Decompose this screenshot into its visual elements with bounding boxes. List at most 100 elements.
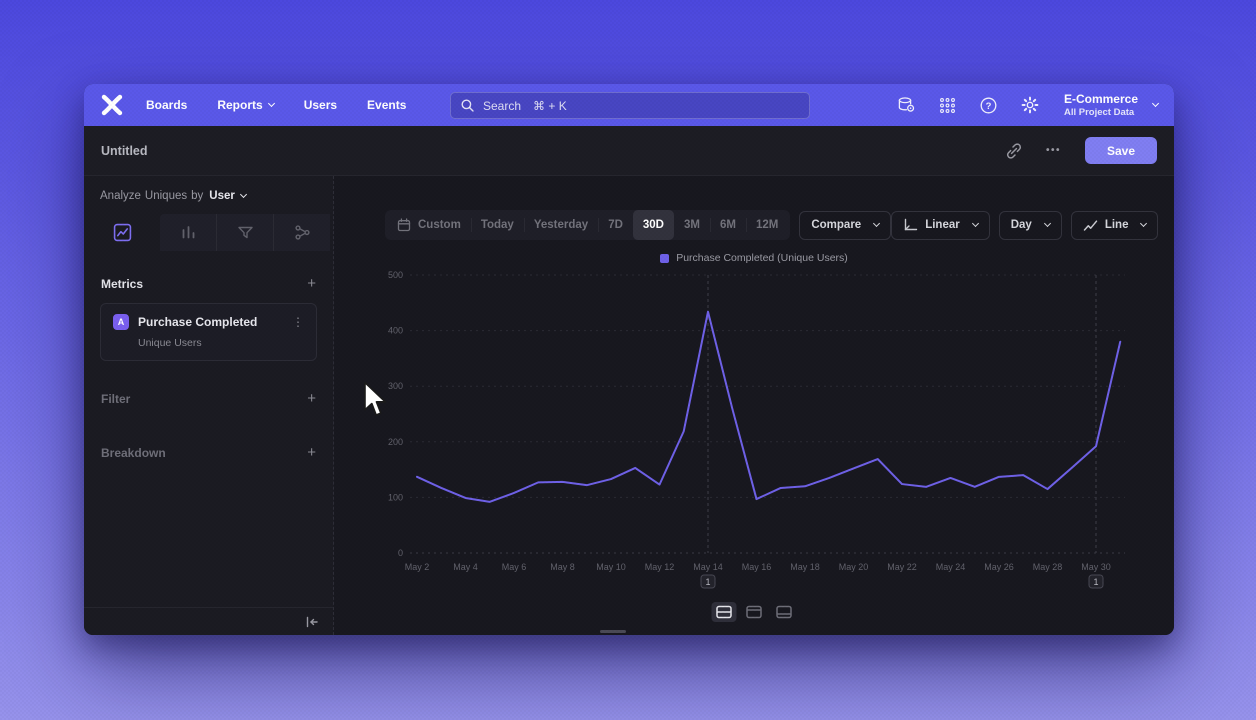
metric-subtitle: Unique Users [138,337,202,349]
metric-menu-button[interactable]: ⋮ [292,315,304,329]
interval-label: Day [1010,219,1032,231]
share-link-button[interactable] [1006,142,1022,159]
analyze-value-label: User [209,190,235,202]
nav-item-users[interactable]: Users [304,98,337,112]
search-input[interactable]: Search ⌘ + K [450,92,810,119]
settings-gear-icon[interactable] [1019,94,1041,116]
search-icon [461,99,474,112]
metric-card-top: A Purchase Completed ⋮ [113,314,304,330]
add-breakdown-button[interactable]: + [307,444,316,461]
scale-label: Linear [925,219,960,231]
more-options-button[interactable]: ••• [1045,145,1061,156]
tab-insights[interactable] [84,214,160,251]
apps-grid-icon[interactable] [937,94,959,116]
annotation-badge[interactable] [700,574,716,589]
tab-flows[interactable] [273,214,330,251]
range-6m-label: 6M [719,219,736,231]
title-bar: Untitled ••• Save [84,126,1174,176]
metric-card-purchase-completed[interactable]: A Purchase Completed ⋮ Unique Users [100,303,317,361]
filter-title: Filter [101,391,131,406]
nav-right: ? E-Commerce All Project Data [896,92,1160,119]
layout-split-button[interactable] [711,602,737,622]
x-axis-tick: May 30 [1081,562,1111,572]
analyze-prefix: Analyze [100,190,141,202]
y-axis-tick: 400 [388,326,403,336]
series-line [416,310,1122,503]
chart-type-selector[interactable]: Line [1070,210,1159,240]
layout-chart-top-button[interactable] [742,602,767,622]
svg-text:?: ? [986,101,992,112]
scale-selector[interactable]: Linear [891,210,990,240]
range-30d[interactable]: 30D [632,210,674,240]
report-title[interactable]: Untitled [101,143,148,158]
annotation-badge[interactable] [1088,574,1104,589]
chevron-down-icon [1043,219,1051,228]
chart-display-controls: Linear Day Line [891,210,1159,240]
range-6m[interactable]: 6M [709,210,746,240]
range-custom[interactable]: Custom [387,210,471,240]
analyze-entity-dropdown[interactable]: User [209,190,247,202]
range-today[interactable]: Today [470,210,524,240]
range-3m-label: 3M [684,219,700,231]
tab-funnels[interactable] [160,214,216,251]
breakdown-title: Breakdown [101,445,166,460]
range-3m[interactable]: 3M [674,210,710,240]
axes-icon [905,218,918,231]
compare-button[interactable]: Compare [799,210,892,240]
interval-selector[interactable]: Day [998,210,1062,240]
nav-item-events[interactable]: Events [367,98,406,112]
x-axis-tick: May 28 [1033,562,1063,572]
compare-label: Compare [811,219,862,231]
app-body: Analyze Uniques by User [84,176,1174,635]
y-axis-tick: 0 [398,548,403,558]
x-axis-tick: May 14 [693,562,723,572]
layout-toggles [711,602,797,622]
y-axis-tick: 500 [388,270,403,280]
x-axis-tick: May 22 [887,562,917,572]
y-axis-tick: 200 [388,437,403,447]
analyze-entity: Uniques [144,190,188,202]
report-type-tab-group [160,214,330,251]
x-axis-tick: May 26 [984,562,1014,572]
range-7d-label: 7D [608,219,623,231]
horizontal-scrollbar-thumb[interactable] [600,630,626,633]
metric-title: Purchase Completed [138,315,258,329]
chevron-down-icon [1151,99,1160,108]
nav-item-events-label: Events [367,98,407,112]
help-icon[interactable]: ? [978,94,1000,116]
top-nav: Boards Reports Users Events Search ⌘ + K [84,84,1174,126]
chevron-down-icon [1140,219,1148,228]
metric-badge: A [113,314,129,330]
range-yesterday[interactable]: Yesterday [523,210,598,240]
data-management-icon[interactable] [896,94,918,116]
project-switcher[interactable]: E-Commerce All Project Data [1064,92,1160,119]
chart-legend[interactable]: Purchase Completed (Unique Users) [334,252,1174,264]
range-7d[interactable]: 7D [598,210,633,240]
range-yesterday-label: Yesterday [533,219,589,231]
date-range-segmented-control: Custom Today Yesterday 7D 30D 3M 6M 12M [385,210,791,240]
add-filter-button[interactable]: + [307,390,316,407]
chevron-down-icon [971,219,979,228]
search-shortcut: ⌘ + K [533,98,567,113]
project-meta: E-Commerce All Project Data [1064,92,1138,119]
nav-item-boards[interactable]: Boards [146,98,187,112]
x-axis-tick: May 18 [790,562,820,572]
mixpanel-logo[interactable] [100,93,124,117]
chart-type-label: Line [1104,219,1129,231]
add-metric-button[interactable]: + [307,275,316,292]
chevron-down-icon [239,190,247,199]
range-12m[interactable]: 12M [745,210,788,240]
range-custom-label: Custom [418,219,461,231]
annotation-badge-label: 1 [705,577,710,587]
collapse-sidebar-button[interactable] [305,616,319,628]
x-axis-tick: May 8 [550,562,575,572]
layout-chart-bottom-button[interactable] [772,602,797,622]
range-12m-label: 12M [755,219,779,231]
save-button[interactable]: Save [1085,137,1157,164]
app-window: Boards Reports Users Events Search ⌘ + K [84,84,1174,635]
y-axis-tick: 300 [388,381,403,391]
x-axis-tick: May 10 [596,562,626,572]
tab-retention[interactable] [216,214,273,251]
filter-section-header: Filter + [84,391,333,406]
nav-item-reports[interactable]: Reports [217,98,275,112]
